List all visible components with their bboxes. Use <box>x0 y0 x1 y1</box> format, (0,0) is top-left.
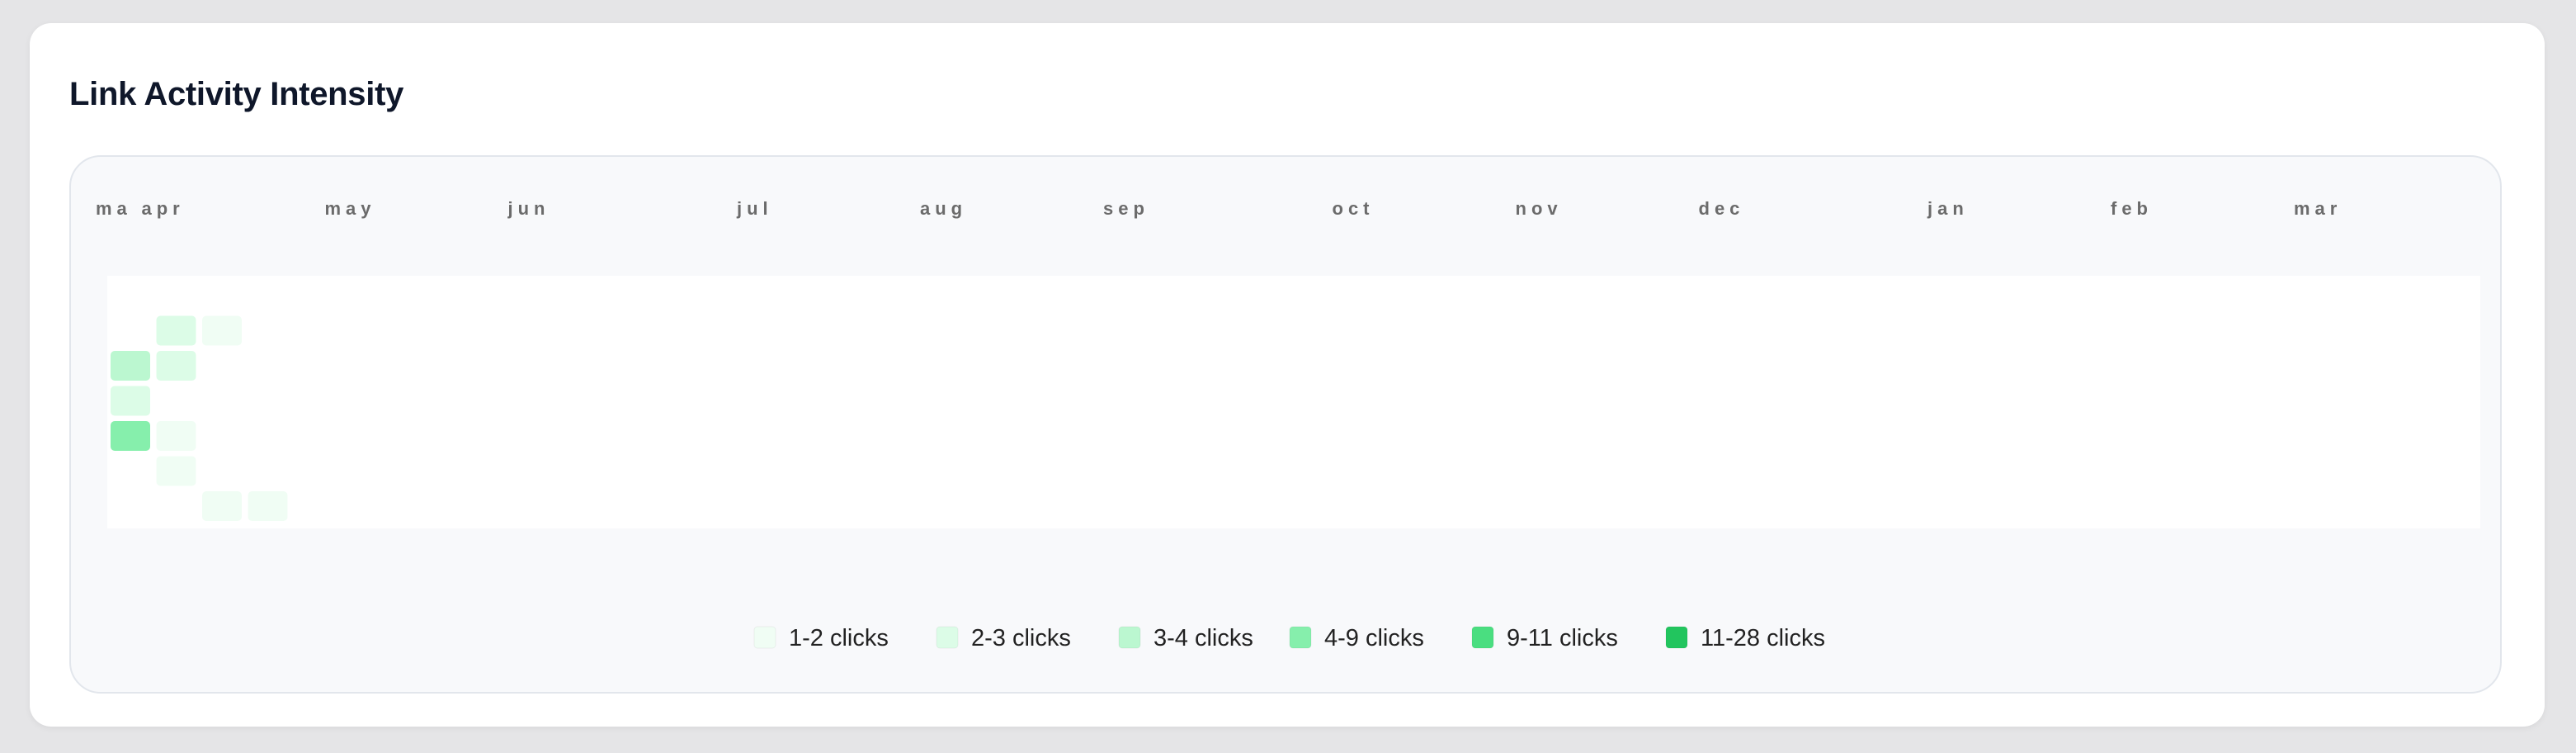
heatmap-cell[interactable] <box>111 456 150 486</box>
heatmap-cell[interactable] <box>156 281 196 310</box>
legend-swatch-3 <box>1118 626 1141 649</box>
legend-label-4: 4-9 clicks <box>1324 625 1424 651</box>
month-label-feb: feb <box>2111 198 2153 219</box>
heatmap-cell[interactable] <box>156 315 196 346</box>
legend: 1-2 clicks 2-3 clicks 3-4 clicks 4-9 clicks… <box>753 625 1825 651</box>
month-label-sep: sep <box>1103 198 1149 219</box>
heatmap-cell[interactable] <box>156 386 196 416</box>
heatmap-cell[interactable] <box>202 351 242 381</box>
heatmap-cell[interactable] <box>202 386 242 416</box>
heatmap-cell[interactable] <box>156 351 196 381</box>
legend-swatch-1 <box>753 626 776 649</box>
heatmap-cell[interactable] <box>294 421 333 451</box>
month-label-oct: oct <box>1333 198 1375 219</box>
heatmap-cell[interactable] <box>248 351 288 381</box>
month-label-nov: nov <box>1516 198 1563 219</box>
page-title: Link Activity Intensity <box>69 76 404 112</box>
legend-label-5: 9-11 clicks <box>1507 625 1618 651</box>
heatmap-cell[interactable] <box>202 456 242 486</box>
legend-label-6: 11-28 clicks <box>1701 625 1825 651</box>
heatmap-cell[interactable] <box>294 351 333 381</box>
month-label-may: may <box>325 198 376 219</box>
heatmap-cell[interactable] <box>202 315 242 346</box>
legend-swatch-6 <box>1665 626 1688 649</box>
heatmap-cell[interactable] <box>111 421 150 451</box>
heatmap-cell[interactable] <box>202 491 242 521</box>
heatmap-cell[interactable] <box>111 315 150 346</box>
month-label-dec: dec <box>1699 198 1745 219</box>
legend-label-2: 2-3 clicks <box>971 625 1071 651</box>
heatmap-cell[interactable] <box>294 281 333 310</box>
heatmap-cell[interactable] <box>111 351 150 381</box>
legend-label-1: 1-2 clicks <box>789 625 889 651</box>
month-label-jul: jul <box>736 198 773 219</box>
heatmap-cell[interactable] <box>248 386 288 416</box>
heatmap-cell[interactable] <box>248 421 288 451</box>
month-label-jun: jun <box>507 198 550 219</box>
heatmap-cell[interactable] <box>111 386 150 416</box>
legend-label-3: 3-4 clicks <box>1154 625 1253 651</box>
heatmap-cells <box>111 281 333 521</box>
heatmap-cell[interactable] <box>294 491 333 521</box>
heatmap-cell[interactable] <box>156 491 196 521</box>
heatmap-cell[interactable] <box>248 315 288 346</box>
legend-swatch-5 <box>1471 626 1494 649</box>
legend-swatch-4 <box>1289 626 1312 649</box>
legend-swatch-2 <box>936 626 959 649</box>
heatmap-cell[interactable] <box>294 386 333 416</box>
month-label-mar: mar <box>2294 198 2342 219</box>
heatmap-cell[interactable] <box>156 421 196 451</box>
month-label-apr: apr <box>142 198 185 219</box>
heatmap-background <box>107 276 2480 528</box>
month-label-jan: jan <box>1927 198 1969 219</box>
month-label-ma: ma <box>96 198 132 219</box>
heatmap-cell[interactable] <box>111 491 150 521</box>
heatmap-cell[interactable] <box>248 456 288 486</box>
heatmap-cell[interactable] <box>202 281 242 310</box>
heatmap-cell[interactable] <box>202 421 242 451</box>
heatmap-cell[interactable] <box>111 281 150 310</box>
heatmap-cell[interactable] <box>294 456 333 486</box>
heatmap-cell[interactable] <box>294 315 333 346</box>
month-labels: ma apr may jun jul aug sep oct nov dec jan feb mar <box>96 198 2342 219</box>
heatmap-cell[interactable] <box>156 456 196 486</box>
heatmap-cell[interactable] <box>248 281 288 310</box>
month-label-aug: aug <box>920 198 967 219</box>
heatmap-cell[interactable] <box>248 491 288 521</box>
